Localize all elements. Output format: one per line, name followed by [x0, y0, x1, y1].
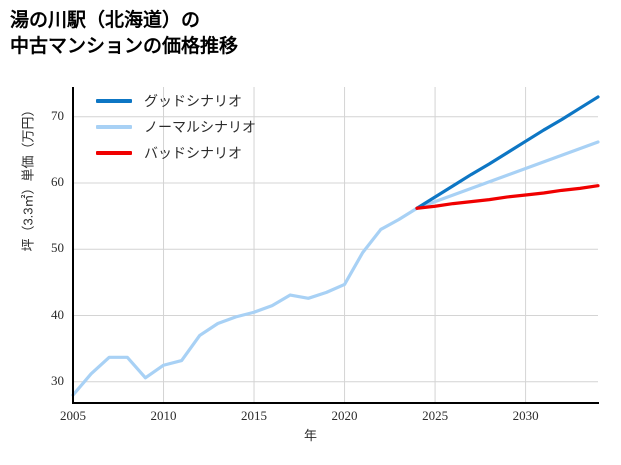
legend-color-swatch	[96, 151, 132, 155]
legend-item[interactable]: ノーマルシナリオ	[96, 118, 256, 136]
x-tick-label: 2030	[512, 408, 539, 423]
x-tick-label: 2005	[60, 408, 86, 423]
y-tick-label: 70	[51, 107, 64, 123]
legend-label: ノーマルシナリオ	[144, 119, 256, 135]
legend: グッドシナリオ ノーマルシナリオ バッドシナリオ	[96, 92, 256, 162]
x-axis-line	[72, 402, 599, 404]
y-tick-label: 30	[51, 372, 64, 388]
series-line	[415, 95, 600, 210]
y-axis-title: 坪（3.3㎡）単価（万円）	[20, 103, 36, 252]
legend-item[interactable]: バッドシナリオ	[96, 144, 256, 162]
series-lines	[71, 95, 600, 397]
legend-color-swatch	[96, 125, 132, 129]
legend-label: バッドシナリオ	[144, 145, 242, 161]
x-axis-title: 年	[303, 428, 317, 443]
legend-color-swatch	[96, 99, 132, 103]
page-title: 湯の川駅（北海道）の 中古マンションの価格推移	[10, 10, 239, 57]
y-tick-label: 60	[51, 174, 64, 190]
x-tick-label: 2025	[422, 408, 449, 423]
series-line	[71, 140, 600, 397]
series-line	[415, 184, 600, 210]
y-tick-label: 50	[51, 240, 64, 256]
y-tick-label: 40	[51, 306, 64, 322]
x-tick-label: 2010	[150, 408, 177, 423]
x-tick-label: 2020	[331, 408, 358, 423]
x-tick-label: 2015	[241, 408, 268, 423]
legend-label: グッドシナリオ	[144, 93, 242, 109]
y-axis-line	[72, 87, 74, 404]
legend-item[interactable]: グッドシナリオ	[96, 92, 256, 110]
